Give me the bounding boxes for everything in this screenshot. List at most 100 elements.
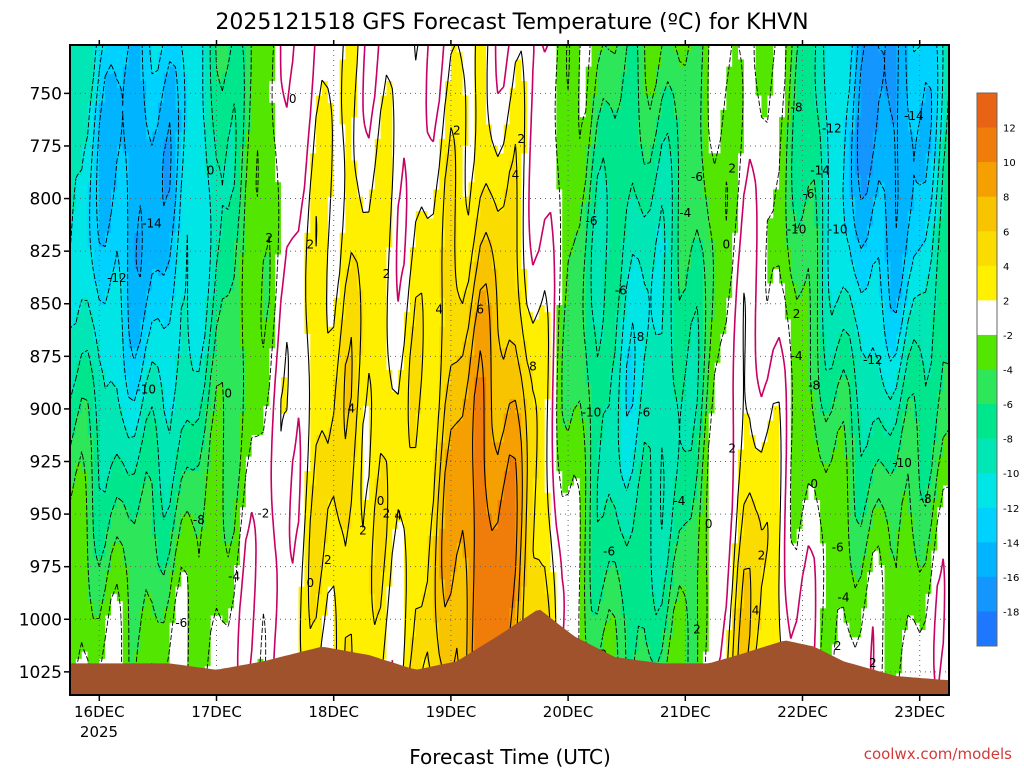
field-cell — [298, 66, 305, 75]
field-cell — [187, 110, 194, 118]
field-cell — [714, 203, 722, 212]
field-cell — [105, 102, 112, 111]
field-cell — [122, 254, 130, 263]
field-cell — [456, 225, 464, 234]
field-cell — [169, 138, 177, 147]
field-cell — [380, 73, 388, 82]
field-cell — [931, 225, 938, 234]
field-cell — [99, 102, 106, 111]
field-cell — [532, 196, 540, 205]
field-cell — [825, 189, 833, 198]
field-cell — [673, 66, 681, 75]
field-cell — [474, 153, 481, 162]
field-cell — [251, 153, 259, 162]
field-cell — [579, 81, 587, 89]
field-cell — [673, 247, 681, 256]
field-cell — [216, 102, 223, 111]
field-cell — [280, 218, 288, 227]
field-cell — [650, 203, 657, 212]
field-cell — [568, 66, 575, 75]
field-cell — [357, 232, 364, 241]
field-cell — [667, 225, 675, 234]
field-cell — [269, 182, 276, 191]
field-cell — [843, 59, 850, 68]
field-cell — [251, 138, 259, 147]
field-cell — [579, 117, 587, 126]
field-cell — [790, 160, 798, 169]
field-cell — [644, 196, 651, 205]
field-cell — [767, 167, 774, 176]
field-cell — [679, 73, 686, 82]
field-cell — [163, 276, 171, 284]
field-cell — [392, 88, 399, 97]
field-cell — [222, 59, 229, 68]
field-cell — [907, 153, 915, 162]
field-cell — [872, 247, 880, 256]
field-cell — [298, 131, 305, 140]
field-cell — [825, 117, 833, 126]
field-cell — [884, 254, 891, 263]
field-cell — [697, 117, 704, 126]
field-cell — [415, 247, 423, 256]
field-cell — [884, 131, 891, 140]
field-cell — [527, 117, 534, 126]
field-cell — [503, 131, 511, 140]
field-cell — [913, 268, 921, 277]
field-cell — [292, 240, 300, 248]
field-cell — [913, 232, 921, 241]
field-cell — [111, 261, 118, 270]
field-cell — [626, 211, 634, 219]
field-cell — [943, 59, 949, 68]
field-cell — [157, 196, 165, 205]
field-cell — [486, 268, 493, 277]
field-cell — [409, 66, 417, 75]
field-cell — [310, 261, 317, 270]
field-cell — [128, 254, 136, 263]
field-cell — [802, 225, 809, 234]
field-cell — [339, 232, 347, 241]
field-cell — [486, 131, 493, 140]
field-cell — [855, 189, 862, 198]
field-cell — [849, 203, 856, 212]
field-cell — [638, 88, 645, 97]
field-cell — [732, 203, 739, 212]
field-cell — [392, 117, 399, 126]
field-cell — [890, 218, 897, 227]
field-cell — [368, 189, 376, 198]
field-cell — [591, 95, 598, 104]
field-cell — [843, 261, 850, 270]
field-cell — [386, 218, 393, 227]
field-cell — [251, 124, 259, 133]
field-cell — [169, 66, 177, 75]
field-cell — [105, 261, 112, 270]
field-cell — [931, 247, 938, 256]
field-cell — [345, 73, 352, 82]
field-cell — [93, 203, 100, 212]
field-cell — [527, 211, 534, 219]
field-cell — [837, 196, 845, 205]
field-cell — [585, 240, 593, 248]
field-cell — [814, 268, 821, 277]
field-cell — [228, 88, 235, 97]
field-cell — [591, 211, 598, 219]
field-cell — [913, 52, 921, 61]
field-cell — [708, 117, 716, 126]
field-cell — [890, 232, 897, 241]
field-cell — [468, 276, 475, 284]
field-cell — [632, 153, 640, 162]
field-cell — [433, 247, 440, 256]
field-cell — [456, 146, 464, 154]
field-cell — [532, 218, 540, 227]
field-cell — [450, 160, 458, 169]
field-cell — [75, 88, 83, 97]
field-cell — [363, 102, 370, 111]
field-cell — [234, 196, 241, 205]
field-cell — [808, 203, 815, 212]
field-cell — [193, 117, 200, 126]
field-cell — [556, 88, 563, 97]
field-cell — [105, 138, 112, 147]
field-cell — [796, 196, 804, 205]
field-cell — [421, 153, 429, 162]
field-cell — [280, 167, 288, 176]
field-cell — [433, 167, 440, 176]
